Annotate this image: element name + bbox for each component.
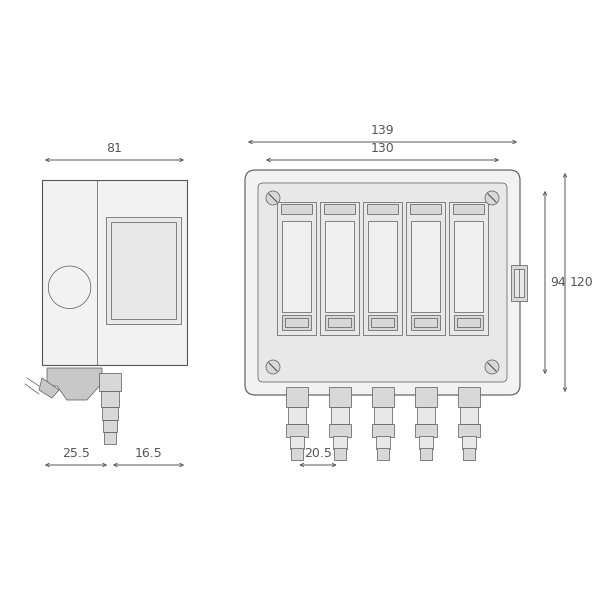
Bar bbox=[104, 432, 116, 444]
Bar bbox=[290, 448, 302, 460]
Bar bbox=[511, 265, 527, 301]
Bar bbox=[373, 407, 392, 424]
Bar bbox=[282, 315, 311, 330]
Bar bbox=[458, 424, 479, 437]
Bar bbox=[377, 448, 389, 460]
Bar bbox=[329, 387, 350, 407]
Bar bbox=[415, 424, 437, 437]
Text: 20.5: 20.5 bbox=[304, 447, 332, 460]
Bar bbox=[277, 202, 316, 335]
Bar bbox=[334, 448, 346, 460]
Text: 16.5: 16.5 bbox=[134, 447, 163, 460]
Text: 130: 130 bbox=[371, 142, 394, 155]
Bar bbox=[416, 407, 434, 424]
Bar bbox=[368, 315, 397, 330]
Bar bbox=[325, 221, 354, 312]
Bar bbox=[320, 202, 359, 335]
FancyBboxPatch shape bbox=[245, 170, 520, 395]
Bar bbox=[290, 436, 304, 449]
Bar bbox=[419, 436, 433, 449]
Bar bbox=[99, 373, 121, 391]
Text: 94: 94 bbox=[550, 276, 566, 289]
Text: 139: 139 bbox=[371, 124, 394, 137]
Circle shape bbox=[266, 360, 280, 374]
Circle shape bbox=[266, 191, 280, 205]
Bar bbox=[453, 204, 484, 214]
FancyBboxPatch shape bbox=[258, 183, 507, 382]
Bar bbox=[103, 420, 117, 432]
Bar bbox=[368, 221, 397, 312]
Bar bbox=[454, 315, 483, 330]
Bar bbox=[411, 315, 440, 330]
Bar bbox=[281, 204, 312, 214]
Bar bbox=[449, 202, 488, 335]
Bar bbox=[285, 318, 308, 327]
Bar bbox=[282, 221, 311, 312]
Bar bbox=[419, 448, 431, 460]
Bar bbox=[328, 318, 351, 327]
Bar bbox=[42, 180, 187, 365]
Bar bbox=[363, 202, 402, 335]
Bar bbox=[410, 204, 441, 214]
Text: 81: 81 bbox=[107, 142, 122, 155]
Bar bbox=[371, 424, 394, 437]
Bar bbox=[514, 269, 524, 297]
Bar bbox=[325, 315, 354, 330]
Bar bbox=[457, 318, 480, 327]
Bar bbox=[102, 407, 118, 420]
Bar bbox=[415, 387, 437, 407]
Bar bbox=[411, 221, 440, 312]
Bar bbox=[287, 407, 305, 424]
Bar bbox=[286, 387, 308, 407]
Bar bbox=[331, 407, 349, 424]
Bar bbox=[324, 204, 355, 214]
Bar bbox=[367, 204, 398, 214]
Bar bbox=[406, 202, 445, 335]
Text: 120: 120 bbox=[570, 276, 594, 289]
Bar bbox=[460, 407, 478, 424]
Bar bbox=[329, 424, 350, 437]
Bar bbox=[376, 436, 389, 449]
Circle shape bbox=[485, 360, 499, 374]
Text: 25.5: 25.5 bbox=[62, 447, 90, 460]
Bar bbox=[463, 448, 475, 460]
Bar bbox=[371, 387, 394, 407]
Bar bbox=[461, 436, 476, 449]
Bar bbox=[106, 217, 181, 324]
Polygon shape bbox=[39, 378, 59, 398]
Bar bbox=[332, 436, 347, 449]
Bar bbox=[101, 391, 119, 407]
Bar bbox=[371, 318, 394, 327]
Bar bbox=[458, 387, 479, 407]
Polygon shape bbox=[47, 368, 102, 400]
Circle shape bbox=[485, 191, 499, 205]
Bar bbox=[286, 424, 308, 437]
Bar bbox=[111, 222, 176, 319]
Bar bbox=[414, 318, 437, 327]
Bar bbox=[454, 221, 483, 312]
